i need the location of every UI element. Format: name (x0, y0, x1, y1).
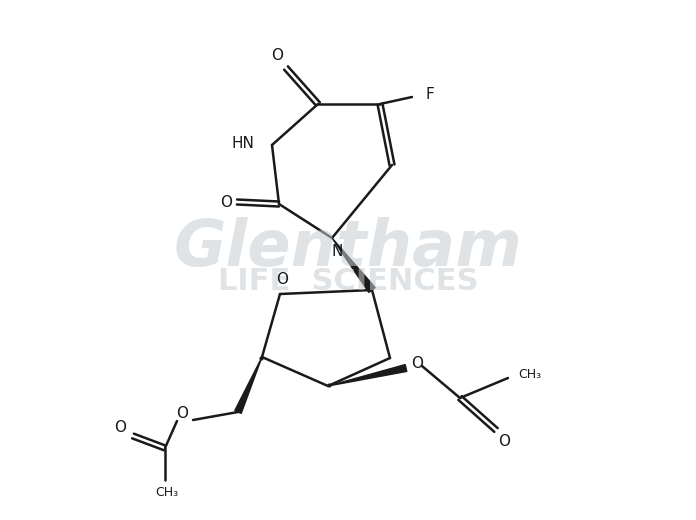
Text: O: O (276, 272, 288, 288)
Text: HN: HN (231, 136, 254, 150)
Text: CH₃: CH₃ (155, 487, 179, 500)
Polygon shape (328, 365, 406, 386)
Text: O: O (176, 406, 188, 421)
Text: O: O (220, 194, 232, 210)
Text: Glentham: Glentham (173, 217, 523, 279)
Polygon shape (235, 357, 262, 413)
Text: F: F (426, 86, 434, 101)
Text: LIFE  SCIENCES: LIFE SCIENCES (218, 267, 478, 296)
Polygon shape (332, 238, 375, 292)
Text: CH₃: CH₃ (519, 368, 541, 381)
Text: O: O (498, 435, 510, 449)
Text: O: O (114, 421, 126, 436)
Text: N: N (331, 243, 342, 258)
Text: O: O (271, 47, 283, 62)
Text: O: O (411, 357, 423, 371)
